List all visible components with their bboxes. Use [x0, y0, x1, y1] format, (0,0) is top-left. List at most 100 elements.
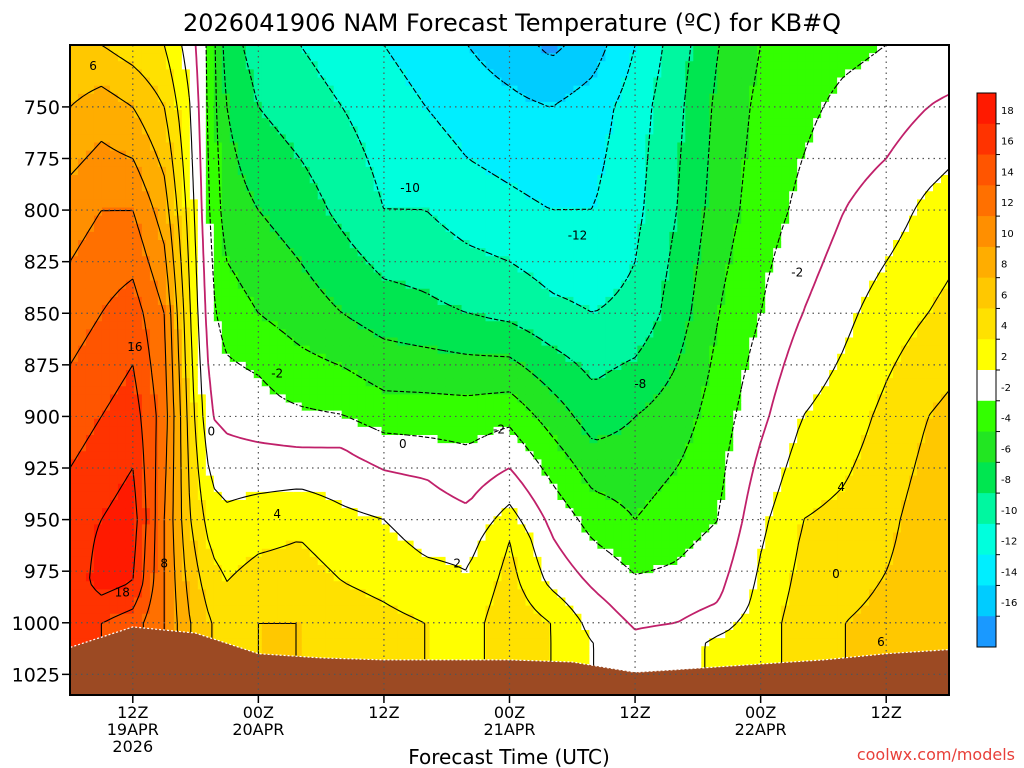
temperature-cell: [501, 524, 511, 534]
temperature-cell: [253, 451, 263, 460]
temperature-cell: [469, 183, 479, 192]
temperature-cell: [325, 199, 335, 209]
temperature-cell: [333, 630, 343, 639]
temperature-cell: [421, 654, 431, 664]
temperature-cell: [309, 345, 319, 355]
temperature-cell: [213, 597, 223, 607]
temperature-cell: [453, 329, 463, 339]
temperature-cell: [109, 556, 119, 566]
temperature-cell: [181, 85, 191, 95]
temperature-cell: [429, 110, 439, 119]
temperature-cell: [341, 321, 351, 330]
temperature-cell: [557, 589, 567, 599]
temperature-cell: [277, 361, 287, 371]
temperature-cell: [301, 394, 311, 404]
temperature-cell: [165, 500, 175, 509]
temperature-cell: [141, 573, 151, 582]
temperature-cell: [165, 621, 175, 631]
temperature-cell: [357, 410, 367, 420]
temperature-cell: [445, 361, 455, 371]
temperature-cell: [365, 605, 375, 615]
temperature-cell: [261, 231, 271, 241]
temperature-cell: [301, 175, 311, 184]
temperature-cell: [277, 240, 287, 249]
temperature-cell: [421, 605, 431, 615]
temperature-cell: [557, 500, 567, 509]
temperature-cell: [205, 69, 215, 79]
temperature-cell: [453, 386, 463, 395]
temperature-cell: [325, 345, 335, 355]
temperature-cell: [125, 597, 135, 607]
temperature-cell: [141, 150, 151, 160]
temperature-cell: [125, 248, 135, 257]
temperature-cell: [509, 394, 519, 404]
temperature-cell: [221, 321, 231, 330]
temperature-cell: [461, 77, 471, 87]
temperature-cell: [453, 573, 463, 582]
temperature-cell: [533, 540, 543, 550]
temperature-cell: [157, 548, 167, 558]
temperature-cell: [109, 345, 119, 355]
temperature-cell: [157, 345, 167, 355]
temperature-cell: [101, 207, 111, 217]
temperature-cell: [261, 378, 271, 387]
temperature-cell: [373, 573, 383, 582]
temperature-cell: [181, 345, 191, 355]
temperature-cell: [149, 402, 159, 412]
temperature-cell: [541, 61, 551, 70]
temperature-cell: [373, 435, 383, 444]
temperature-cell: [477, 110, 487, 119]
temperature-cell: [541, 353, 551, 363]
temperature-cell: [341, 621, 351, 631]
temperature-cell: [70, 231, 79, 241]
temperature-cell: [293, 280, 303, 290]
temperature-cell: [373, 61, 383, 70]
temperature-cell: [237, 491, 247, 501]
temperature-cell: [405, 93, 415, 103]
temperature-cell: [173, 361, 183, 371]
temperature-cell: [421, 53, 431, 62]
temperature-cell: [205, 597, 215, 607]
temperature-cell: [301, 556, 311, 566]
temperature-cell: [453, 410, 463, 420]
temperature-cell: [469, 85, 479, 95]
temperature-cell: [357, 248, 367, 257]
temperature-cell: [477, 93, 487, 103]
temperature-cell: [509, 191, 519, 200]
temperature-cell: [533, 500, 543, 509]
temperature-cell: [117, 118, 127, 127]
temperature-cell: [189, 573, 199, 582]
temperature-cell: [485, 402, 495, 412]
temperature-cell: [453, 280, 463, 290]
temperature-cell: [461, 166, 471, 176]
temperature-cell: [70, 402, 79, 412]
temperature-cell: [405, 305, 415, 314]
temperature-cell: [101, 223, 111, 233]
temperature-cell: [365, 150, 375, 160]
temperature-cell: [269, 613, 279, 623]
temperature-cell: [429, 166, 439, 176]
temperature-cell: [437, 329, 447, 339]
temperature-cell: [533, 491, 543, 501]
temperature-cell: [325, 69, 335, 79]
temperature-cell: [533, 548, 543, 558]
temperature-cell: [205, 280, 215, 290]
temperature-cell: [477, 296, 487, 306]
temperature-cell: [509, 296, 519, 306]
temperature-cell: [501, 654, 511, 664]
temperature-cell: [549, 483, 559, 493]
temperature-cell: [509, 532, 519, 542]
temperature-cell: [509, 540, 519, 550]
temperature-cell: [221, 118, 231, 127]
temperature-cell: [125, 378, 135, 387]
temperature-cell: [557, 418, 567, 428]
temperature-cell: [70, 61, 79, 70]
temperature-cell: [109, 491, 119, 501]
temperature-cell: [85, 134, 95, 144]
temperature-cell: [93, 353, 103, 363]
temperature-cell: [269, 483, 279, 493]
temperature-cell: [277, 581, 287, 590]
temperature-cell: [269, 589, 279, 599]
temperature-cell: [109, 418, 119, 428]
temperature-cell: [125, 272, 135, 282]
